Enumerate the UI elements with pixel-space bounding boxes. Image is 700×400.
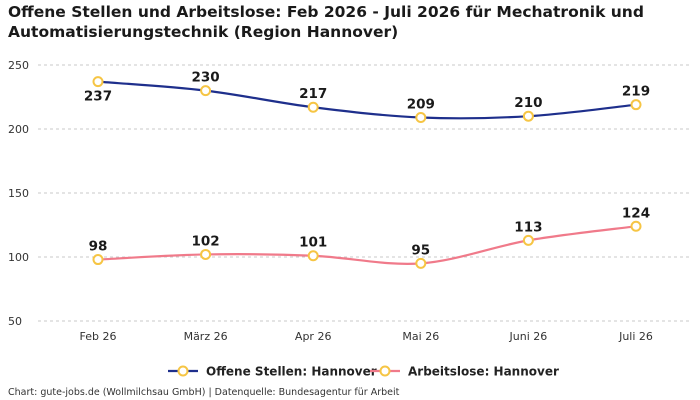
- y-tick-label: 200: [8, 123, 29, 136]
- legend-label: Arbeitslose: Hannover: [408, 365, 559, 379]
- legend-item-0[interactable]: Offene Stellen: Hannover: [168, 365, 377, 379]
- x-tick-label: Apr 26: [295, 330, 332, 343]
- data-point[interactable]: [522, 234, 534, 246]
- legend[interactable]: Offene Stellen: Hannover Arbeitslose: Han…: [168, 365, 559, 379]
- data-label: 210: [514, 95, 542, 111]
- x-tick-label: März 26: [184, 330, 228, 343]
- x-axis-ticks: Feb 26 März 26 Apr 26 Mai 26 Juni 26 Juli 26: [80, 330, 653, 343]
- data-point[interactable]: [630, 220, 642, 232]
- series-markers: [92, 76, 642, 269]
- y-tick-label: 50: [8, 315, 22, 328]
- legend-marker: [177, 365, 189, 377]
- y-tick-label: 250: [8, 59, 29, 72]
- legend-marker: [379, 365, 391, 377]
- x-tick-label: Juli 26: [618, 330, 653, 343]
- data-point[interactable]: [92, 76, 104, 88]
- data-label: 102: [192, 233, 220, 249]
- x-tick-label: Juni 26: [509, 330, 548, 343]
- data-labels: 237 230 217 209 210 219 98 102 101 95 113 124: [84, 70, 650, 259]
- data-label: 219: [622, 84, 650, 100]
- y-tick-label: 150: [8, 187, 29, 200]
- legend-item-1[interactable]: Arbeitslose: Hannover: [370, 365, 559, 379]
- x-tick-label: Feb 26: [80, 330, 117, 343]
- data-point[interactable]: [415, 111, 427, 123]
- y-tick-label: 100: [8, 251, 29, 264]
- data-label: 237: [84, 89, 112, 105]
- data-label: 230: [192, 70, 220, 86]
- series-line-0: [97, 80, 637, 120]
- series-lines: [97, 80, 637, 265]
- data-label: 113: [514, 219, 542, 235]
- y-axis-ticks: 50 100 150 200 250: [8, 59, 29, 328]
- data-label: 209: [407, 96, 435, 112]
- data-point[interactable]: [522, 110, 534, 122]
- x-tick-label: Mai 26: [402, 330, 439, 343]
- data-label: 101: [299, 235, 327, 251]
- series-line-1: [97, 225, 637, 265]
- data-point[interactable]: [200, 248, 212, 260]
- data-point[interactable]: [92, 254, 104, 266]
- data-label: 124: [622, 205, 650, 221]
- data-point[interactable]: [630, 99, 642, 111]
- source-note: Chart: gute-jobs.de (Wollmilchsau GmbH) …: [8, 387, 400, 398]
- data-label: 217: [299, 86, 327, 102]
- legend-label: Offene Stellen: Hannover: [206, 365, 377, 379]
- grid-lines: [38, 64, 690, 322]
- data-point[interactable]: [307, 250, 319, 262]
- data-point[interactable]: [415, 257, 427, 269]
- data-label: 95: [411, 242, 430, 258]
- chart-title: Offene Stellen und Arbeitslose: Feb 2026…: [8, 3, 644, 41]
- data-label: 98: [89, 239, 108, 255]
- data-point[interactable]: [200, 85, 212, 97]
- data-point[interactable]: [307, 101, 319, 113]
